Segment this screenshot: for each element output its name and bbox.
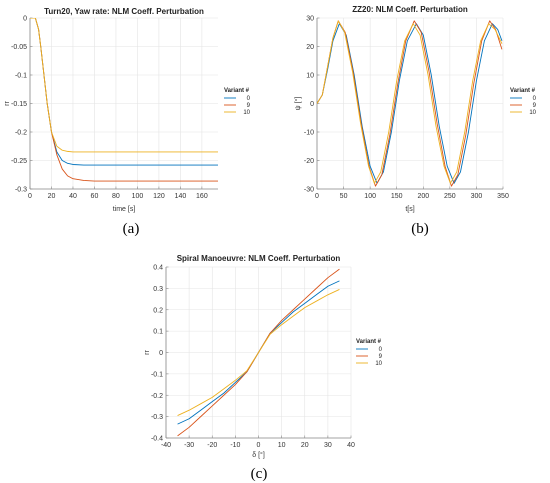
x-tick-label: 20: [301, 442, 309, 449]
y-axis-label: rr: [4, 101, 11, 106]
x-tick-label: 50: [340, 193, 348, 200]
legend-label-10: 10: [529, 110, 536, 116]
y-tick-label: -0.1: [151, 371, 163, 378]
y-tick-label: 0.4: [153, 265, 163, 272]
x-tick-label: 0: [257, 442, 261, 449]
x-tick-label: -10: [230, 442, 240, 449]
y-axis-label: rr: [144, 350, 151, 355]
legend-label-10: 10: [375, 361, 382, 367]
chart-title: Turn20, Yaw rate: NLM Coeff. Perturbatio…: [44, 7, 204, 16]
y-tick-label: -0.3: [15, 187, 27, 194]
x-tick-label: -20: [207, 442, 217, 449]
x-tick-label: 40: [69, 193, 77, 200]
legend-label-0: 0: [533, 96, 537, 102]
y-tick-label: -0.1: [15, 73, 27, 80]
y-tick-label: 0.2: [153, 307, 163, 314]
x-tick-label: 150: [391, 193, 403, 200]
y-tick-label: -30: [304, 187, 314, 194]
legend-label-0: 0: [379, 347, 383, 353]
y-tick-label: 30: [306, 16, 314, 23]
legend-label-9: 9: [533, 103, 537, 109]
x-tick-label: 300: [471, 193, 483, 200]
y-tick-label: 0.3: [153, 286, 163, 293]
series-line-10: [317, 20, 503, 184]
y-tick-label: -0.4: [151, 436, 163, 443]
x-tick-label: 10: [278, 442, 286, 449]
chart-title: Spiral Manoeuvre: NLM Coeff. Perturbatio…: [177, 254, 341, 263]
x-tick-label: 140: [175, 193, 187, 200]
legend-label-9: 9: [247, 103, 251, 109]
x-tick-label: 250: [444, 193, 456, 200]
chart-2: Spiral Manoeuvre: NLM Coeff. Perturbatio…: [144, 254, 383, 482]
y-tick-label: 20: [306, 44, 314, 51]
x-tick-label: -40: [161, 442, 171, 449]
y-tick-label: 0: [23, 16, 27, 23]
series-line-10: [30, 18, 218, 153]
figure-caption: (b): [411, 221, 429, 237]
x-tick-label: 200: [417, 193, 429, 200]
chart-title: ZZ20: NLM Coeff. Perturbation: [352, 5, 468, 14]
y-tick-label: 0: [159, 350, 163, 357]
x-tick-label: 80: [112, 193, 120, 200]
y-axis-label: ψ [°]: [294, 97, 302, 111]
figure-caption: (a): [123, 221, 140, 237]
x-tick-label: 100: [132, 193, 144, 200]
x-tick-label: 20: [48, 193, 56, 200]
x-axis-label: δ [°]: [252, 451, 265, 459]
y-tick-label: 0.1: [153, 329, 163, 336]
y-tick-label: -0.3: [151, 414, 163, 421]
x-tick-label: 120: [153, 193, 165, 200]
x-tick-label: 160: [196, 193, 208, 200]
y-tick-label: -0.25: [11, 158, 27, 165]
y-tick-label: -0.2: [15, 130, 27, 137]
x-axis-label: t[s]: [405, 206, 414, 213]
legend-title: Variant #: [510, 88, 536, 94]
x-tick-label: 60: [91, 193, 99, 200]
x-tick-label: 100: [364, 193, 376, 200]
x-axis-label: time [s]: [113, 206, 136, 213]
legend-title: Variant #: [356, 339, 382, 345]
x-tick-label: 0: [28, 193, 32, 200]
y-tick-label: -0.05: [11, 44, 27, 51]
y-tick-label: 0: [310, 101, 314, 108]
y-tick-label: 10: [306, 73, 314, 80]
y-tick-label: -0.15: [11, 101, 27, 108]
legend-label-0: 0: [247, 96, 251, 102]
x-tick-label: 350: [497, 193, 509, 200]
x-tick-label: 0: [315, 193, 319, 200]
legend-label-10: 10: [243, 110, 250, 116]
chart-0: Turn20, Yaw rate: NLM Coeff. Perturbatio…: [4, 7, 251, 237]
legend-label-9: 9: [379, 354, 383, 360]
figure-caption: (c): [251, 466, 268, 482]
y-tick-label: -0.2: [151, 393, 163, 400]
x-tick-label: 40: [347, 442, 355, 449]
x-tick-label: -30: [184, 442, 194, 449]
y-tick-label: -10: [304, 130, 314, 137]
legend-title: Variant #: [224, 88, 250, 94]
x-tick-label: 30: [324, 442, 332, 449]
y-tick-label: -20: [304, 158, 314, 165]
series-line-10: [177, 289, 340, 416]
